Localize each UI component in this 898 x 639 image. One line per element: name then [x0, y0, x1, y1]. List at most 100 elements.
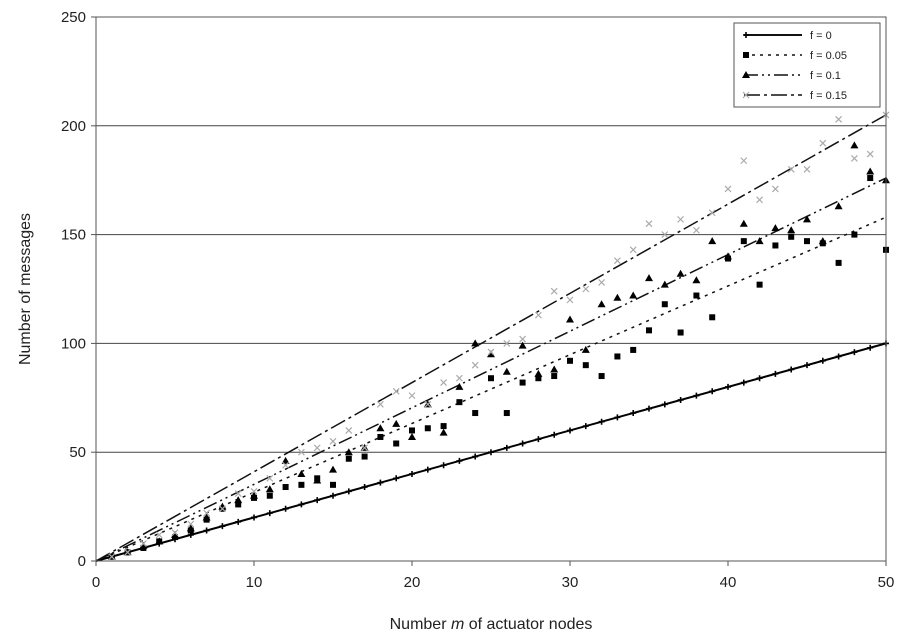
data-point-series-2 [344, 448, 353, 456]
data-point-series-0 [314, 497, 321, 504]
data-point-series-1 [282, 484, 289, 491]
data-point-series-0 [661, 401, 668, 408]
data-point-series-0 [630, 410, 637, 417]
data-point-series-2 [818, 237, 827, 245]
data-point-series-1 [393, 440, 400, 447]
data-point-series-2 [487, 350, 495, 358]
data-point-series-2 [787, 226, 796, 234]
data-point-series-0 [488, 449, 494, 456]
data-point-series-3 [598, 279, 606, 286]
data-point-series-1 [788, 233, 795, 240]
data-point-series-0 [740, 379, 747, 386]
x-tick-label: 10 [246, 574, 263, 591]
data-point-series-3 [329, 437, 337, 445]
data-point-series-2 [771, 224, 780, 232]
trend-line-series-3 [95, 114, 887, 562]
y-axis-title: Number of messages [17, 213, 34, 365]
data-point-series-3 [803, 165, 811, 173]
data-point-series-2 [186, 524, 195, 532]
legend-item: f = 0.05 [743, 50, 847, 62]
legend-item: f = 0.15 [742, 90, 847, 102]
data-point-series-2 [281, 456, 290, 464]
data-point-series-1 [614, 353, 621, 360]
data-point-series-0 [361, 484, 368, 491]
data-point-series-3 [440, 379, 448, 386]
data-point-series-0 [219, 523, 226, 530]
trend-line-series-2 [95, 177, 887, 562]
y-tick-label: 50 [69, 444, 86, 461]
data-point-series-2 [376, 424, 385, 432]
data-point-series-0 [519, 440, 526, 447]
data-point-series-0 [235, 518, 242, 525]
data-point-series-0 [266, 510, 273, 517]
data-point-series-2 [329, 465, 337, 473]
data-point-series-3 [266, 474, 274, 482]
data-point-series-1 [740, 238, 747, 245]
data-point-series-1 [567, 357, 573, 364]
data-point-series-0 [282, 505, 289, 512]
data-point-series-2 [234, 496, 243, 504]
data-point-series-0 [424, 466, 431, 473]
data-point-series-1 [472, 410, 479, 417]
data-point-series-3 [218, 505, 226, 513]
data-point-series-3 [376, 400, 384, 408]
data-point-series-3 [677, 215, 685, 223]
x-tick-label: 30 [562, 574, 579, 591]
data-point-series-3 [424, 400, 432, 408]
data-point-series-3 [629, 246, 637, 254]
data-point-series-0 [819, 357, 826, 364]
data-point-series-2 [265, 485, 274, 493]
data-point-series-0 [788, 366, 795, 373]
data-point-series-2 [313, 476, 322, 484]
legend: f = 0 f = 0.05 f = 0.1 f = 0.15 [733, 22, 881, 108]
data-point-series-0 [598, 418, 605, 425]
data-point-series-1 [535, 375, 542, 382]
legend-marker-sample [743, 52, 749, 58]
data-point-series-2 [439, 428, 448, 436]
data-point-series-1 [646, 327, 652, 334]
data-point-series-2 [139, 541, 148, 549]
data-point-series-1 [598, 373, 605, 380]
data-point-series-3 [550, 287, 558, 295]
data-point-series-1 [345, 455, 352, 462]
data-point-series-3 [819, 139, 827, 147]
data-markers [107, 111, 890, 561]
data-point-series-1 [361, 453, 368, 460]
data-point-series-3 [471, 361, 479, 369]
data-point-series-3 [297, 448, 305, 456]
data-point-series-1 [661, 301, 668, 308]
data-point-series-1 [235, 501, 242, 508]
data-point-series-1 [551, 373, 558, 380]
data-point-series-2 [708, 237, 717, 245]
y-tick-label: 100 [61, 335, 86, 352]
legend-marker-sample [742, 91, 750, 99]
x-tick-label: 20 [404, 574, 421, 591]
data-point-series-0 [804, 362, 810, 369]
data-point-series-3 [566, 296, 574, 304]
data-point-series-0 [835, 353, 842, 360]
data-point-series-3 [187, 520, 195, 528]
y-tick-label: 250 [61, 9, 86, 26]
data-point-series-1 [709, 314, 716, 321]
legend-item: f = 0 [743, 30, 832, 42]
data-point-series-1 [377, 433, 384, 440]
data-point-series-0 [503, 444, 510, 451]
data-point-series-3 [155, 531, 163, 539]
data-point-series-2 [613, 293, 622, 301]
data-point-series-3 [645, 220, 653, 228]
data-point-series-0 [614, 414, 621, 421]
x-tick-label: 40 [720, 574, 737, 591]
data-point-series-0 [551, 431, 558, 438]
data-point-series-2 [755, 237, 764, 245]
data-point-series-3 [503, 339, 511, 347]
data-point-series-1 [693, 292, 700, 299]
x-axis-title-variable: m [451, 616, 464, 633]
data-point-series-3 [582, 285, 590, 293]
data-point-series-2 [218, 502, 227, 510]
data-point-series-0 [772, 370, 779, 377]
data-point-series-0 [725, 383, 731, 390]
data-point-series-3 [408, 392, 416, 400]
data-point-series-2 [834, 202, 843, 210]
data-point-series-0 [582, 423, 589, 430]
